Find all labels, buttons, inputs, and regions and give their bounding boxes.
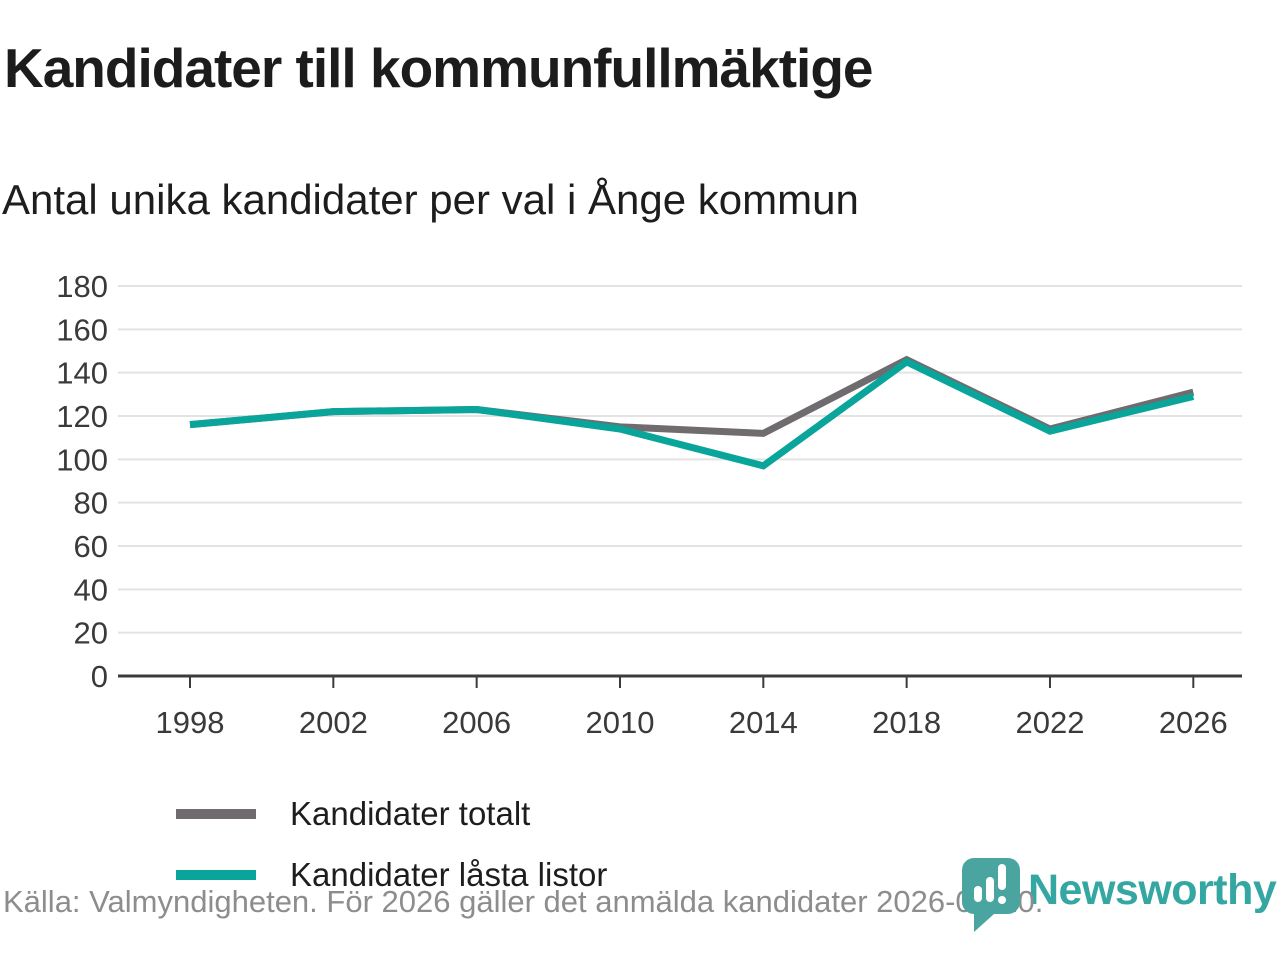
x-tick-label: 2002 xyxy=(299,705,368,740)
legend-swatch-total xyxy=(176,808,256,819)
series-line-kandidater-l-sta-listor xyxy=(189,357,1195,470)
x-tick-label: 2018 xyxy=(872,705,941,740)
bar-chart-glyph xyxy=(974,864,1006,904)
x-tick-label: 1998 xyxy=(156,705,225,740)
legend-label-total: Kandidater totalt xyxy=(290,794,531,832)
x-tick-label: 2014 xyxy=(729,705,798,740)
legend-item-total: Kandidater totalt xyxy=(176,795,703,833)
series-line-kandidater-totalt xyxy=(189,355,1195,437)
x-tick-label: 2006 xyxy=(442,705,511,740)
line-chart: 0 20 40 60 80 100 120 140 160 180 1998 2002 2006 2010… xyxy=(0,255,1280,905)
chart-canvas: 0 20 40 60 80 100 120 140 160 180 1998 2002 2006 2010… xyxy=(56,269,1242,740)
y-tick-label: 120 xyxy=(56,399,108,434)
legend-label-locked-lists: Kandidater låsta listor xyxy=(290,855,608,893)
newsworthy-logo-icon xyxy=(962,858,1020,932)
x-tick-label: 2026 xyxy=(1159,705,1228,740)
y-tick-label: 0 xyxy=(91,659,108,694)
newsworthy-wordmark: Newsworthy xyxy=(1028,866,1277,914)
source-note: Källa: Valmyndigheten. För 2026 gäller d… xyxy=(3,884,1044,919)
y-tick-label: 60 xyxy=(74,529,108,564)
legend-swatch-locked-lists xyxy=(176,869,256,880)
x-tick-label: 2022 xyxy=(1015,705,1084,740)
chart-legend: Kandidater totalt Kandidater låsta listo… xyxy=(168,783,703,905)
y-tick-label: 20 xyxy=(74,616,108,651)
y-tick-label: 140 xyxy=(56,356,108,391)
y-tick-label: 80 xyxy=(74,486,108,521)
page-title: Kandidater till kommunfullmäktige xyxy=(4,37,874,99)
legend-item-locked-lists: Kandidater låsta listor xyxy=(176,856,703,894)
y-tick-label: 100 xyxy=(56,442,108,477)
y-tick-label: 160 xyxy=(56,312,108,347)
x-tick-label: 2010 xyxy=(586,705,655,740)
y-tick-label: 180 xyxy=(56,269,108,304)
y-tick-label: 40 xyxy=(74,572,108,607)
chart-subtitle: Antal unika kandidater per val i Ånge ko… xyxy=(2,176,859,223)
